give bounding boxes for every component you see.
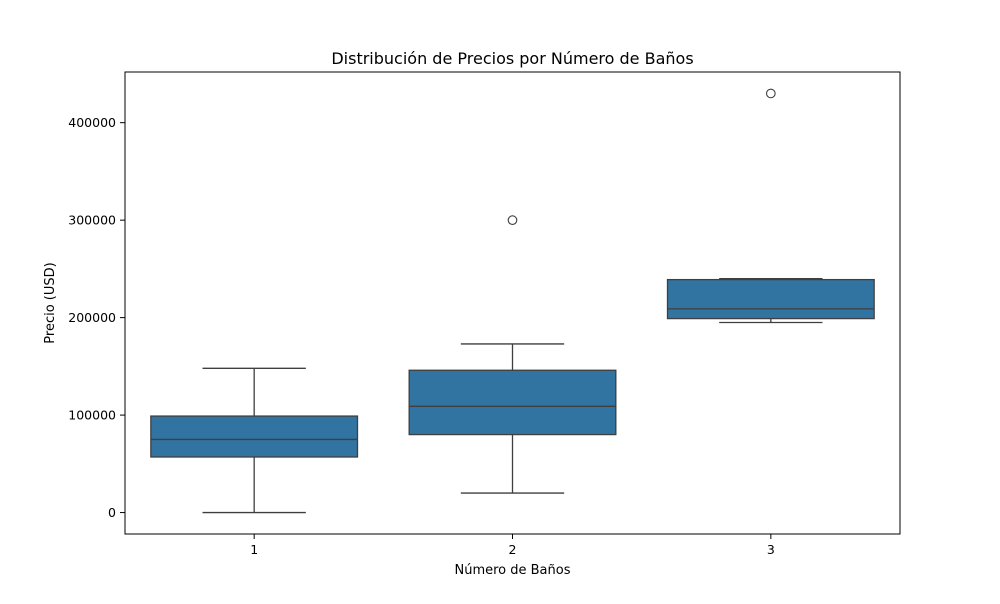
- box-iqr: [408, 369, 617, 436]
- chart-title: Distribución de Precios por Número de Ba…: [331, 49, 693, 68]
- y-tick-label: 200000: [68, 310, 116, 325]
- y-tick-label: 400000: [68, 115, 116, 130]
- x-tick-label: 1: [250, 542, 258, 557]
- x-tick-label: 3: [767, 542, 775, 557]
- y-tick-label: 100000: [68, 408, 116, 423]
- box-iqr: [666, 278, 875, 320]
- x-tick-label: 2: [509, 542, 517, 557]
- plot-area: 0 100000 200000 300000 400000 1 2 3: [68, 71, 901, 557]
- outlier-point: [765, 88, 776, 99]
- y-axis-label: Precio (USD): [43, 262, 58, 343]
- box-iqr: [150, 415, 359, 458]
- y-tick-label: 300000: [68, 213, 116, 228]
- outlier-point: [507, 215, 518, 226]
- y-tick-label: 0: [108, 505, 116, 520]
- x-axis-label: Número de Baños: [454, 563, 570, 578]
